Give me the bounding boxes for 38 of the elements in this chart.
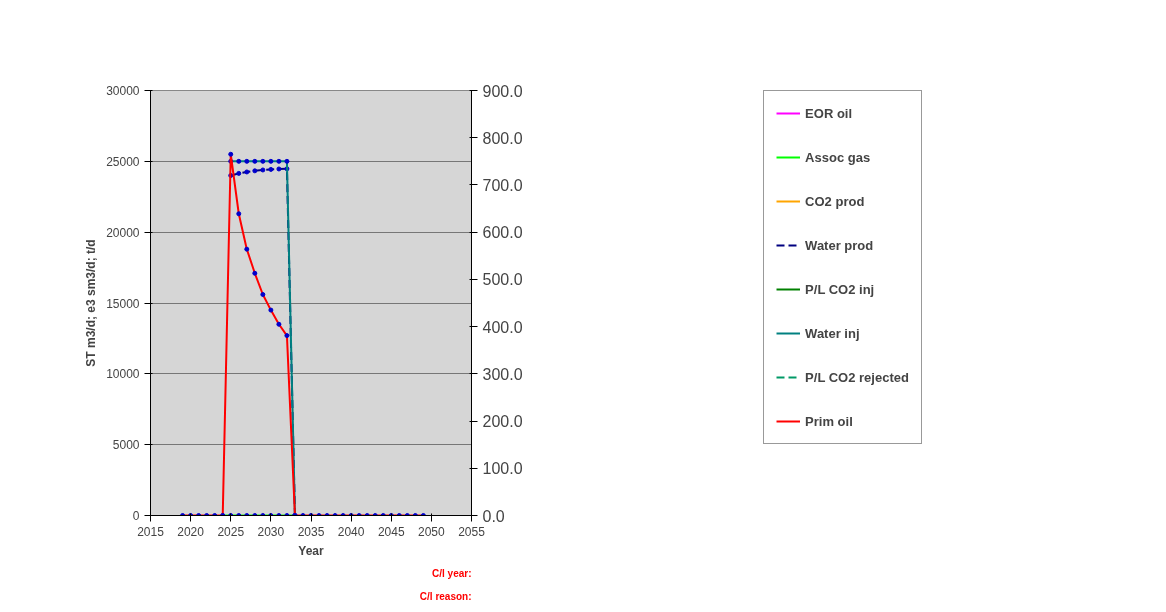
text: C/l year: bbox=[432, 567, 472, 579]
legend-label: Assoc gas bbox=[805, 149, 871, 165]
legend-label: Prim oil bbox=[805, 413, 853, 429]
x-axis-title: Year bbox=[298, 543, 325, 558]
y-tick-label: 10000 bbox=[106, 367, 140, 382]
y-tick-label: 0 bbox=[132, 509, 140, 523]
text: C/l reason: bbox=[419, 590, 472, 602]
x-tick-label: 2055 bbox=[458, 524, 486, 539]
x-tick-label: 2045 bbox=[377, 524, 405, 539]
y2-tick-label: 900.0 bbox=[482, 82, 523, 100]
y-axis-title: ST m3/d; e3 sm3/d; t/d bbox=[84, 239, 99, 367]
legend-label: EOR oil bbox=[805, 105, 853, 121]
legend-label: Water inj bbox=[805, 325, 860, 341]
y2-tick-label: 700.0 bbox=[482, 176, 523, 194]
y2-tick-label: 300.0 bbox=[482, 365, 523, 383]
x-tick-label: 2015 bbox=[137, 524, 165, 539]
y-tick-label: 30000 bbox=[106, 84, 140, 98]
y-tick-label: 5000 bbox=[112, 438, 140, 453]
y-tick-label: 15000 bbox=[106, 296, 140, 311]
x-tick-label: 2030 bbox=[257, 524, 285, 539]
legend-label: Water prod bbox=[805, 237, 874, 253]
y-tick-label: 20000 bbox=[106, 225, 140, 240]
y2-tick-label: 800.0 bbox=[482, 129, 523, 147]
y2-tick-label: 400.0 bbox=[482, 318, 523, 336]
x-tick-label: 2020 bbox=[177, 524, 205, 539]
x-tick-label: 2035 bbox=[297, 524, 325, 539]
legend-label: P/L CO2 rejected bbox=[805, 369, 909, 385]
y2-tick-label: 200.0 bbox=[482, 413, 523, 431]
y2-tick-label: 600.0 bbox=[482, 224, 523, 242]
y2-tick-label: 500.0 bbox=[482, 271, 523, 289]
y2-tick-label: 0.0 bbox=[482, 507, 505, 525]
legend-label: P/L CO2 inj bbox=[805, 281, 875, 297]
x-tick-label: 2040 bbox=[337, 524, 365, 539]
x-tick-label: 2025 bbox=[217, 524, 245, 539]
legend-label: CO2 prod bbox=[805, 193, 865, 209]
y2-tick-label: 100.0 bbox=[482, 460, 523, 478]
x-tick-label: 2050 bbox=[418, 524, 446, 539]
y-tick-label: 25000 bbox=[106, 154, 140, 169]
